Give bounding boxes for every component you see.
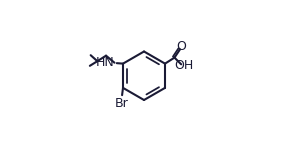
Text: HN: HN — [96, 56, 115, 69]
Text: O: O — [176, 40, 186, 53]
Text: Br: Br — [115, 97, 129, 110]
Text: OH: OH — [175, 59, 194, 72]
